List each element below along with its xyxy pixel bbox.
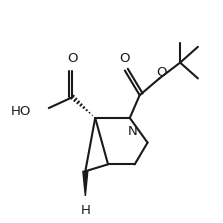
- Text: HO: HO: [11, 105, 31, 118]
- Text: N: N: [128, 125, 138, 138]
- Polygon shape: [83, 171, 88, 196]
- Text: O: O: [120, 52, 130, 65]
- Text: H: H: [81, 204, 90, 217]
- Text: O: O: [67, 52, 78, 65]
- Text: O: O: [156, 66, 167, 79]
